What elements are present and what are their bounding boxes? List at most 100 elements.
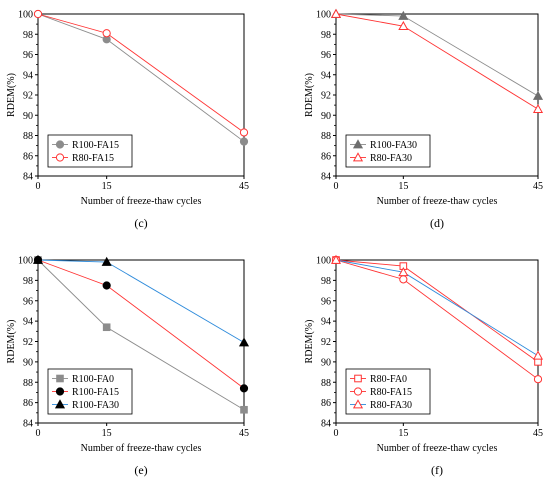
- legend-marker: [55, 387, 65, 396]
- y-tick-label: 88: [321, 131, 331, 142]
- y-tick-label: 98: [321, 276, 331, 287]
- y-tick-label: 84: [23, 419, 33, 430]
- x-axis-label: Number of freeze-thaw cycles: [377, 443, 498, 454]
- panel-caption: (e): [134, 463, 147, 477]
- y-axis-label: RDEM(%): [6, 320, 17, 364]
- legend-label: R80-FA15: [370, 387, 412, 398]
- data-point: [532, 350, 544, 360]
- y-tick-label: 92: [321, 337, 331, 348]
- legend-marker: [352, 399, 364, 409]
- data-point: [102, 281, 111, 290]
- legend-marker: [352, 139, 364, 149]
- data-point: [398, 266, 409, 277]
- y-tick-label: 92: [23, 91, 33, 102]
- legend-label: R80-FA30: [370, 153, 412, 164]
- y-tick-label: 84: [23, 172, 33, 183]
- y-tick-label: 86: [23, 398, 33, 409]
- y-tick-label: 86: [321, 398, 331, 409]
- data-point: [102, 323, 111, 332]
- y-tick-label: 90: [23, 111, 33, 122]
- x-tick-label: 0: [36, 428, 41, 439]
- legend-marker: [56, 374, 64, 383]
- legend-marker: [55, 153, 65, 162]
- y-tick-label: 94: [23, 317, 33, 328]
- x-tick-label: 45: [239, 181, 249, 192]
- y-tick-label: 84: [321, 172, 331, 183]
- series-line: [335, 13, 539, 97]
- panel-3: 84 86 88 90 92 94 96 98 100 0 15 45 Number of freeze…: [304, 254, 544, 477]
- series-line: [335, 13, 539, 110]
- data-point: [239, 137, 249, 146]
- legend-label: R80-FA0: [370, 374, 407, 385]
- y-tick-label: 84: [321, 419, 331, 430]
- legend-label: R100-FA30: [72, 400, 119, 411]
- legend-box: [345, 134, 431, 168]
- data-point: [532, 103, 544, 114]
- data-point: [33, 9, 43, 19]
- series-line: [37, 13, 245, 133]
- data-point: [101, 256, 112, 266]
- data-point: [398, 10, 409, 20]
- y-tick-label: 90: [321, 111, 331, 122]
- series-line: [335, 259, 539, 380]
- y-tick-label: 100: [18, 10, 33, 21]
- legend-label: R80-FA15: [72, 153, 114, 164]
- y-tick-label: 96: [23, 50, 33, 61]
- y-tick-label: 94: [23, 70, 33, 81]
- series-line: [335, 259, 539, 357]
- y-tick-label: 86: [321, 151, 331, 162]
- panel-1: 84 86 88 90 92 94 96 98 100 0 15 45 Number of freeze…: [304, 8, 544, 230]
- x-tick-label: 15: [102, 428, 112, 439]
- data-point: [330, 8, 342, 18]
- panel-caption: (c): [134, 216, 147, 230]
- y-tick-label: 96: [321, 50, 331, 61]
- y-tick-label: 92: [321, 91, 331, 102]
- y-tick-label: 98: [23, 30, 33, 41]
- x-axis-label: Number of freeze-thaw cycles: [81, 443, 202, 454]
- y-tick-label: 94: [321, 70, 331, 81]
- legend-marker: [354, 374, 362, 383]
- x-axis-label: Number of freeze-thaw cycles: [81, 196, 202, 207]
- x-tick-label: 15: [398, 428, 408, 439]
- panel-caption: (d): [430, 216, 444, 230]
- series-line: [335, 259, 539, 363]
- legend-label: R100-FA0: [72, 374, 114, 385]
- legend-marker: [352, 152, 364, 162]
- x-tick-label: 0: [334, 428, 339, 439]
- y-tick-label: 90: [321, 357, 331, 368]
- y-axis-label: RDEM(%): [304, 73, 315, 117]
- legend-marker: [55, 140, 65, 149]
- legend-marker: [353, 387, 363, 396]
- x-tick-label: 0: [334, 181, 339, 192]
- y-axis-label: RDEM(%): [6, 73, 17, 117]
- y-tick-label: 96: [321, 296, 331, 307]
- data-point: [238, 337, 250, 347]
- panel-caption: (f): [431, 463, 443, 477]
- y-tick-label: 98: [23, 276, 33, 287]
- x-tick-label: 45: [533, 428, 543, 439]
- series-line: [37, 259, 245, 343]
- data-point: [239, 384, 249, 393]
- x-axis-label: Number of freeze-thaw cycles: [377, 196, 498, 207]
- legend-label: R100-FA30: [370, 140, 417, 151]
- y-tick-label: 100: [316, 256, 331, 267]
- legend-box: [47, 134, 133, 168]
- y-tick-label: 100: [316, 10, 331, 21]
- data-point: [32, 254, 44, 264]
- y-tick-label: 88: [23, 131, 33, 142]
- y-tick-label: 92: [23, 337, 33, 348]
- y-tick-label: 98: [321, 30, 331, 41]
- legend-label: R100-FA15: [72, 387, 119, 398]
- x-tick-label: 45: [533, 181, 543, 192]
- data-point: [532, 90, 544, 100]
- x-tick-label: 0: [36, 181, 41, 192]
- data-point: [399, 275, 408, 284]
- y-tick-label: 96: [23, 296, 33, 307]
- panel-2: 84 86 88 90 92 94 96 98 100 0 15 45 Number of freeze…: [6, 254, 250, 477]
- data-point: [533, 375, 543, 384]
- y-tick-label: 86: [23, 151, 33, 162]
- y-tick-label: 100: [18, 256, 33, 267]
- series-line: [37, 13, 245, 142]
